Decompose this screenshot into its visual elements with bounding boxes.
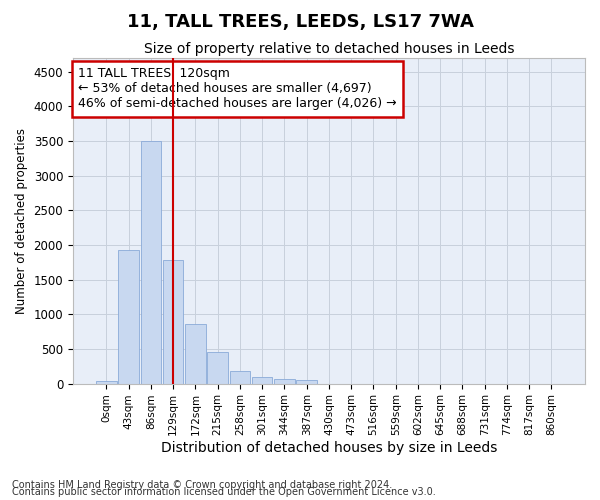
Bar bbox=[185, 324, 206, 384]
Y-axis label: Number of detached properties: Number of detached properties bbox=[15, 128, 28, 314]
Bar bbox=[274, 380, 295, 384]
Bar bbox=[163, 260, 184, 384]
Text: Contains HM Land Registry data © Crown copyright and database right 2024.: Contains HM Land Registry data © Crown c… bbox=[12, 480, 392, 490]
Bar bbox=[208, 352, 228, 384]
Bar bbox=[296, 380, 317, 384]
Bar bbox=[230, 371, 250, 384]
Bar bbox=[140, 141, 161, 384]
Text: Contains public sector information licensed under the Open Government Licence v3: Contains public sector information licen… bbox=[12, 487, 436, 497]
Text: 11, TALL TREES, LEEDS, LS17 7WA: 11, TALL TREES, LEEDS, LS17 7WA bbox=[127, 12, 473, 30]
Bar bbox=[96, 381, 116, 384]
Title: Size of property relative to detached houses in Leeds: Size of property relative to detached ho… bbox=[144, 42, 514, 56]
Bar bbox=[118, 250, 139, 384]
Bar bbox=[252, 377, 272, 384]
Text: 11 TALL TREES: 120sqm
← 53% of detached houses are smaller (4,697)
46% of semi-d: 11 TALL TREES: 120sqm ← 53% of detached … bbox=[78, 68, 397, 110]
X-axis label: Distribution of detached houses by size in Leeds: Distribution of detached houses by size … bbox=[161, 441, 497, 455]
